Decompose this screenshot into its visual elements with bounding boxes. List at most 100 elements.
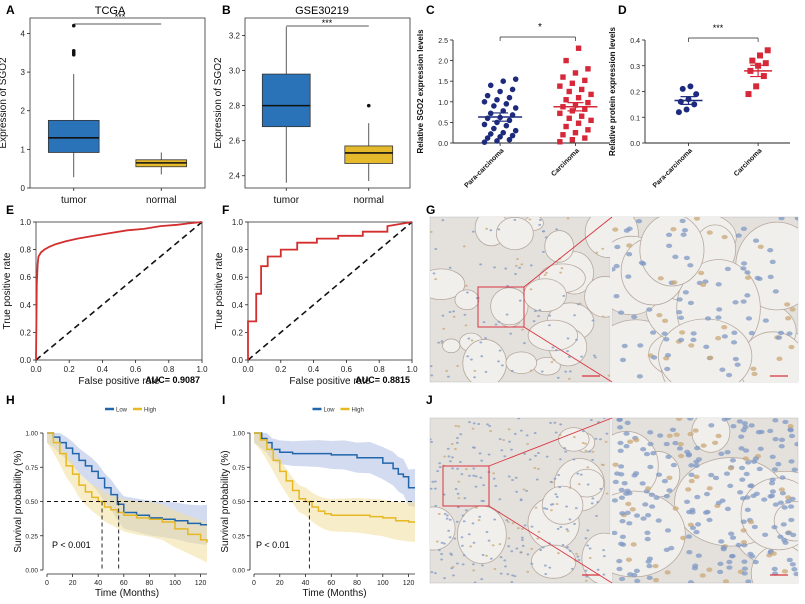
cell-nucleus <box>537 530 541 533</box>
cell-nucleus <box>676 297 683 302</box>
y-tick-label: 0.6 <box>232 273 244 282</box>
data-point <box>494 119 500 126</box>
cell-nucleus <box>514 264 518 267</box>
cell-nucleus <box>664 353 672 358</box>
cell-nucleus <box>480 578 484 581</box>
cell-nucleus <box>785 530 792 536</box>
cell-nucleus <box>449 460 452 463</box>
legend-label-low: Low <box>116 408 128 414</box>
alveolar-space <box>639 217 705 287</box>
cell-nucleus <box>487 539 491 542</box>
cell-nucleus <box>663 441 670 447</box>
alveolar-space <box>658 318 753 382</box>
cell-nucleus <box>637 343 644 348</box>
cell-nucleus <box>642 502 649 507</box>
cell-nucleus <box>502 439 506 442</box>
cell-nucleus <box>565 505 568 508</box>
data-point <box>575 94 582 101</box>
cell-nucleus <box>464 468 468 471</box>
cell-nucleus <box>548 324 551 327</box>
cell-nucleus <box>506 284 510 287</box>
data-point <box>687 83 694 90</box>
y-tick-label: 1.0 <box>20 218 32 227</box>
cell-nucleus <box>724 449 731 455</box>
panel-letter-c: C <box>426 3 435 17</box>
cell-nucleus <box>581 430 585 433</box>
cell-nucleus <box>430 438 432 441</box>
data-point <box>683 106 690 113</box>
cell-nucleus <box>521 544 525 547</box>
cell-nucleus <box>479 476 483 479</box>
cell-nucleus <box>787 424 794 429</box>
cell-nucleus <box>538 223 542 226</box>
x-axis-label: False positive rate <box>78 376 160 387</box>
cell-nucleus <box>657 276 664 281</box>
cell-nucleus <box>745 316 753 321</box>
cell-nucleus <box>677 441 684 447</box>
panel-c-significance: * <box>538 22 542 33</box>
cell-nucleus <box>703 344 710 349</box>
panel-letter-j: J <box>426 393 433 407</box>
data-point <box>506 136 513 143</box>
cell-nucleus <box>698 270 705 276</box>
cell-nucleus <box>523 524 527 527</box>
cell-nucleus <box>690 337 697 343</box>
cell-nucleus <box>706 517 713 523</box>
cell-nucleus <box>744 275 752 280</box>
cell-nucleus <box>769 454 776 460</box>
panel-h-pvalue: P < 0.001 <box>52 540 91 550</box>
cell-nucleus <box>685 453 692 458</box>
cell-nucleus <box>779 475 786 480</box>
cell-nucleus <box>762 532 769 537</box>
cell-nucleus <box>459 461 462 464</box>
alveolar-space <box>691 418 731 453</box>
cell-nucleus <box>702 279 709 284</box>
data-point <box>569 80 576 86</box>
cell-nucleus <box>619 518 626 524</box>
cell-nucleus <box>673 432 680 437</box>
cell-nucleus <box>655 518 662 523</box>
cell-nucleus <box>776 356 783 361</box>
cell-nucleus <box>717 569 724 575</box>
data-point <box>481 121 488 128</box>
cell-nucleus <box>485 530 489 533</box>
cell-nucleus <box>454 488 458 491</box>
cell-nucleus <box>730 340 738 345</box>
cell-nucleus <box>446 375 450 378</box>
cell-nucleus <box>456 364 459 367</box>
cell-nucleus <box>532 320 536 323</box>
cell-nucleus <box>786 557 793 563</box>
y-tick-label: 0.1 <box>630 115 640 122</box>
cell-nucleus <box>620 542 627 547</box>
cell-nucleus <box>619 357 627 363</box>
data-point <box>563 123 569 130</box>
cell-nucleus <box>544 573 548 576</box>
cell-nucleus <box>462 245 466 248</box>
cell-nucleus <box>634 578 641 583</box>
cell-nucleus <box>785 316 792 321</box>
y-tick-label: 0.50 <box>232 499 245 506</box>
cell-nucleus <box>788 517 795 523</box>
cell-nucleus <box>567 355 571 358</box>
panel-i-pvalue: P < 0.01 <box>256 540 290 550</box>
cell-nucleus <box>525 434 529 437</box>
cell-nucleus <box>493 266 496 269</box>
cell-nucleus <box>507 537 511 540</box>
cell-nucleus <box>726 372 733 378</box>
cell-nucleus <box>482 499 485 502</box>
cell-nucleus <box>595 514 598 517</box>
cell-nucleus <box>477 519 481 522</box>
cell-nucleus <box>748 330 755 336</box>
cell-nucleus <box>481 553 485 556</box>
data-point <box>481 139 488 145</box>
y-tick-label: 0.5 <box>438 120 448 127</box>
data-point <box>749 57 756 64</box>
y-tick-label: 2.6 <box>229 137 241 146</box>
alveolar-space <box>442 338 461 354</box>
cell-nucleus <box>682 290 689 295</box>
cell-nucleus <box>770 551 777 556</box>
x-tick-label: 20 <box>69 580 77 587</box>
cell-nucleus <box>594 356 597 359</box>
cell-nucleus <box>457 425 461 428</box>
cell-nucleus <box>741 559 748 564</box>
